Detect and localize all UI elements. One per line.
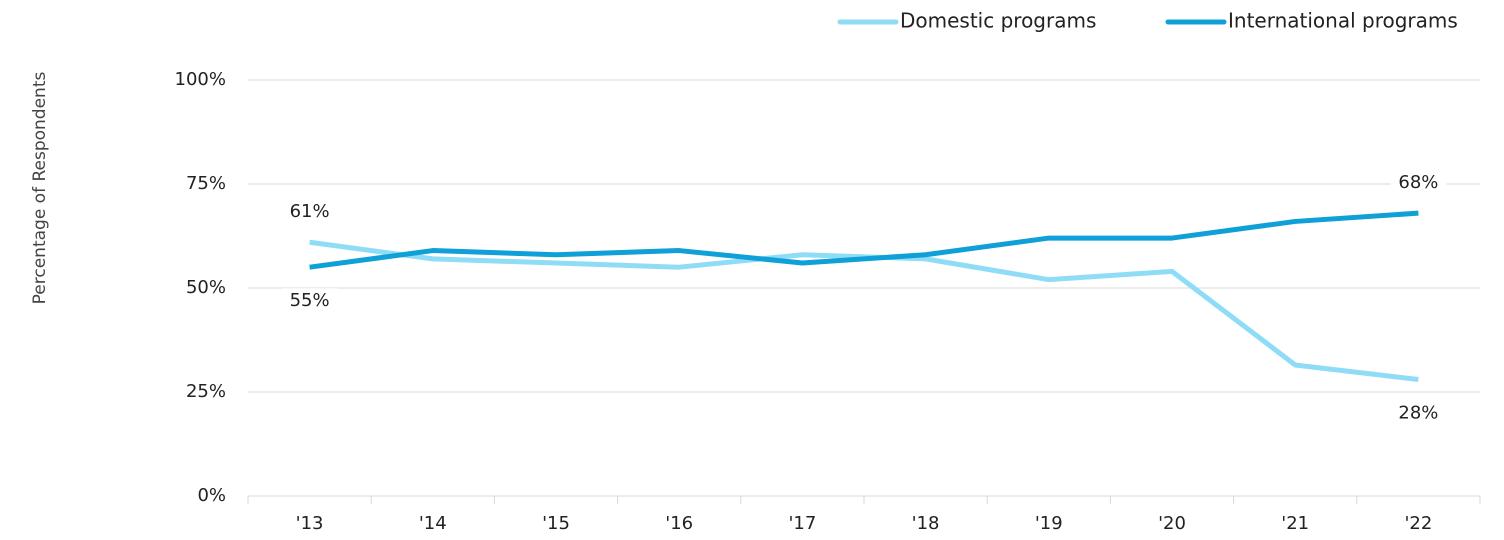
data-label: 61% — [290, 201, 330, 222]
label-bg — [1390, 170, 1447, 197]
y-tick-label: 75% — [186, 173, 226, 194]
x-tick-label: '19 — [1035, 513, 1063, 534]
label-bg — [1390, 400, 1447, 427]
y-tick-label: 50% — [186, 277, 226, 298]
y-tick-label: 0% — [197, 485, 226, 506]
legend-label: Domestic programs — [900, 9, 1096, 33]
x-tick-label: '18 — [912, 513, 940, 534]
data-label: 28% — [1398, 403, 1438, 424]
y-tick-label: 100% — [175, 69, 226, 90]
series-line — [309, 210, 1419, 270]
x-tick-label: '22 — [1404, 513, 1432, 534]
data-label: 68% — [1398, 172, 1438, 193]
label-bg — [281, 199, 338, 226]
series-line — [309, 239, 1419, 383]
x-tick-label: '21 — [1281, 513, 1309, 534]
x-tick-label: '13 — [296, 513, 324, 534]
y-axis-label: Percentage of Respondents — [30, 72, 50, 305]
x-tick-label: '17 — [788, 513, 816, 534]
x-tick-label: '20 — [1158, 513, 1186, 534]
y-tick-label: 25% — [186, 381, 226, 402]
x-tick-label: '14 — [419, 513, 447, 534]
label-bg — [281, 288, 338, 315]
data-label: 55% — [290, 290, 330, 311]
x-tick-label: '16 — [665, 513, 693, 534]
legend-label: International programs — [1228, 9, 1458, 33]
x-tick-label: '15 — [542, 513, 570, 534]
